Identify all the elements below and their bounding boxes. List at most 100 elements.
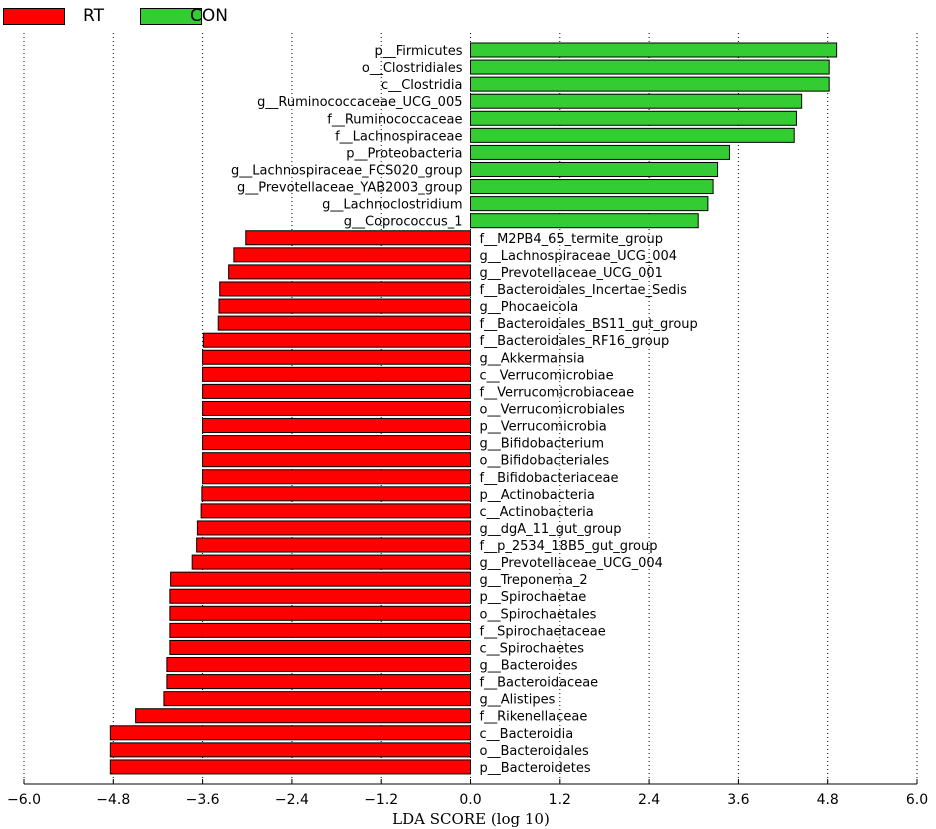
bar-rt [233, 247, 471, 263]
bar-label: f__Verrucomicrobiaceae [480, 385, 635, 400]
x-tick-label: 2.4 [638, 792, 660, 808]
bar-label: o__Spirochaetales [480, 607, 597, 622]
bar-rt [135, 708, 471, 724]
bar-label: f__Bifidobacteriaceae [480, 471, 619, 486]
legend-label-rt: RT [83, 6, 104, 26]
bar-label: c__Clostridia [381, 78, 462, 93]
x-tick-label: 3.6 [727, 792, 749, 808]
bar-label: p__Firmicutes [374, 44, 462, 59]
bar-label: o__Bifidobacteriales [480, 454, 610, 469]
bar-label: c__Bacteroidia [480, 727, 574, 742]
x-axis: −6.0 −4.8 −3.6 −2.4 −1.2 0.0 1.2 2.4 3.6 4.8 6.0 [7, 779, 928, 808]
bar-label: g__dgA_11_gut_group [480, 522, 622, 537]
bar-label: g__Bifidobacterium [480, 437, 605, 452]
bar-rt [109, 725, 471, 741]
bar-rt [201, 486, 471, 502]
bar-rt [219, 281, 471, 297]
x-axis-title: LDA SCORE (log 10) [392, 810, 550, 828]
bar-rt [196, 537, 471, 553]
bar-rt [169, 639, 472, 655]
bar-rt [169, 622, 472, 638]
bar-con [470, 76, 830, 92]
bar-label: g__Prevotellaceae_UCG_001 [480, 266, 663, 281]
bar-label: g__Lachnospiraceae_UCG_004 [480, 249, 678, 264]
bar-label: g__Treponema_2 [480, 573, 588, 588]
bar-rt [166, 674, 471, 690]
bar-con [470, 110, 797, 126]
bar-label: f__Bacteroidales_RF16_group [480, 334, 670, 349]
bar-rt [202, 418, 471, 434]
bar-con [470, 93, 803, 109]
bar-rt [202, 383, 471, 399]
bar-rt [191, 554, 471, 570]
bar-label: p__Spirochaetae [480, 590, 587, 605]
bar-label: g__Bacteroides [480, 659, 578, 674]
bar-con [470, 213, 699, 229]
legend-label-con: CON [190, 6, 228, 26]
bar-label: f__Ruminococcaceae [327, 112, 462, 127]
x-tick-label: 0.0 [459, 792, 481, 808]
bar-label: g__Lachnospiraceae_FCS020_group [231, 163, 462, 178]
x-tick-label: −3.6 [186, 792, 220, 808]
bar-rt [245, 230, 471, 246]
bar-con [470, 127, 795, 143]
bar-label: g__Phocaeicola [480, 300, 579, 315]
bar-label: g__Coprococcus_1 [344, 215, 463, 230]
bar-rt [202, 435, 471, 451]
bar-label: o__Verrucomicrobiales [480, 402, 626, 417]
bar-label: f__Bacteroidales_BS11_gut_group [480, 317, 698, 332]
x-tick-label: 4.8 [817, 792, 839, 808]
legend-swatch-con [140, 8, 202, 25]
bar-con [470, 179, 714, 195]
bar-rt [202, 332, 471, 348]
bar-label: g__Prevotellaceae_YAB2003_group [237, 181, 463, 196]
bar-label: p__Verrucomicrobia [480, 420, 607, 435]
bar-label: c__Spirochaetes [480, 641, 585, 656]
bar-rt [228, 264, 471, 280]
bar-label: f__M2PB4_65_termite_group [480, 232, 663, 247]
bar-label: p__Proteobacteria [346, 146, 462, 161]
bar-label: p__Bacteroidetes [480, 761, 591, 776]
bar-label: f__Bacteroidales_Incertae_Sedis [480, 283, 688, 298]
bar-label: f__Spirochaetaceae [480, 624, 606, 639]
bar-label: c__Verrucomicrobiae [480, 368, 614, 383]
bar-con [470, 144, 730, 160]
bar-rt [217, 315, 471, 331]
bar-rt [170, 571, 471, 587]
bar-label: f__Lachnospiraceae [335, 129, 462, 144]
bar-con [470, 42, 838, 58]
bar-rt [109, 742, 471, 758]
bar-rt [202, 469, 471, 485]
bar-rt [169, 605, 472, 621]
bar-label: o__Clostridiales [362, 61, 463, 76]
bar-con [470, 161, 719, 177]
bar-rt [202, 400, 471, 416]
x-tick-label: 1.2 [549, 792, 571, 808]
bars-layer [109, 42, 838, 775]
bar-label: o__Bacteroidales [480, 744, 590, 759]
bar-label: g__Akkermansia [480, 351, 585, 366]
legend-swatch-rt [3, 8, 65, 25]
bar-rt [109, 759, 471, 775]
bar-rt [166, 657, 471, 673]
bar-label: f__Bacteroidaceae [480, 676, 599, 691]
bar-rt [200, 503, 471, 519]
bar-label: g__Lachnoclostridium [322, 198, 462, 213]
bar-rt [218, 298, 471, 314]
x-tick-label: −1.2 [364, 792, 398, 808]
bar-label: g__Prevotellaceae_UCG_004 [480, 556, 663, 571]
bar-label: f__p_2534_18B5_gut_group [480, 539, 658, 554]
x-tick-label: −6.0 [7, 792, 41, 808]
bar-label: g__Alistipes [480, 693, 556, 708]
bar-rt [196, 520, 471, 536]
labels-layer: p__Firmicutes o__Clostridiales c__Clostrid… [231, 44, 698, 776]
bar-con [470, 196, 709, 212]
bar-rt [163, 691, 472, 707]
bar-label: f__Rikenellaceae [480, 710, 588, 725]
bar-label: c__Actinobacteria [480, 505, 594, 520]
bar-rt [202, 349, 471, 365]
bar-rt [202, 366, 471, 382]
bar-label: g__Ruminococcaceae_UCG_005 [257, 95, 462, 110]
bar-rt [169, 588, 472, 604]
